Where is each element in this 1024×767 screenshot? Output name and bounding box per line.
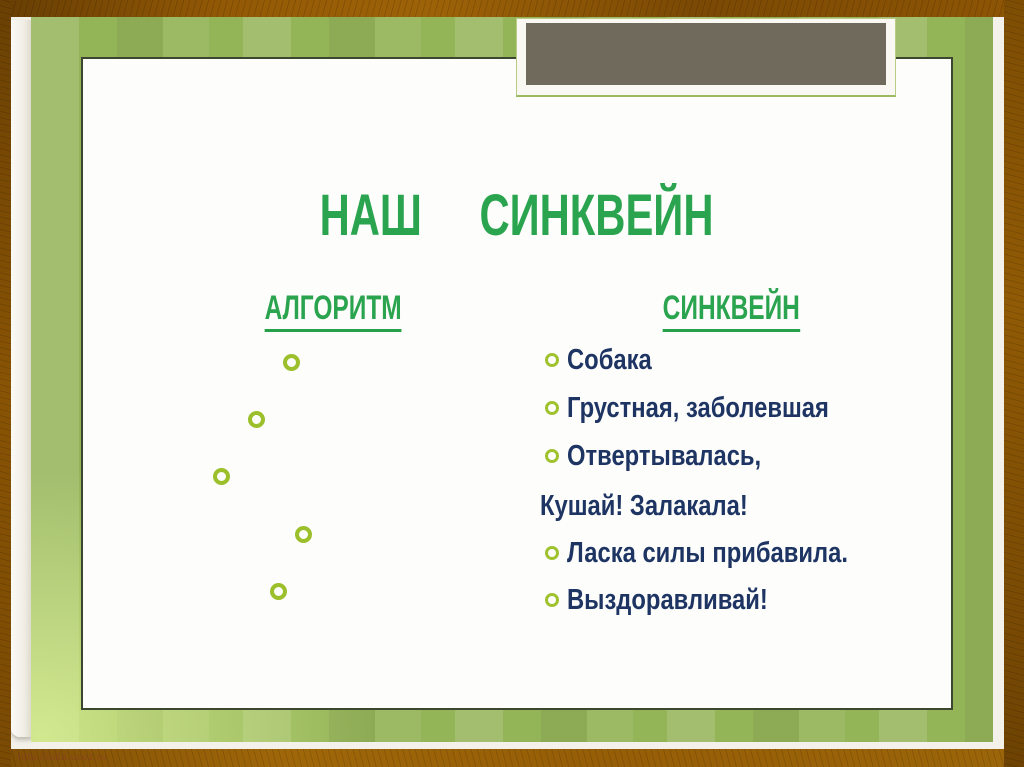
watermark-url: http://aida.ucoz.ru bbox=[18, 752, 107, 763]
paper-edge-strip bbox=[11, 20, 32, 737]
gold-frame-right bbox=[1004, 0, 1024, 767]
list-bullet-icon bbox=[545, 353, 559, 367]
header-tab-bar bbox=[526, 23, 886, 85]
algorithm-bullet-circle bbox=[295, 526, 312, 543]
list-item-text: Ласка силы прибавила. bbox=[567, 537, 848, 569]
list-bullet-icon bbox=[545, 593, 559, 607]
list-item-text: Собака bbox=[567, 344, 652, 376]
list-item-text: Выздоравливай! bbox=[567, 584, 768, 616]
list-bullet-icon bbox=[545, 401, 559, 415]
algorithm-bullet-circle bbox=[283, 354, 300, 371]
gold-frame-left bbox=[0, 0, 11, 767]
algorithm-bullet-circle bbox=[248, 411, 265, 428]
list-item-text: Кушай! Залакала! bbox=[540, 490, 748, 522]
list-bullet-icon bbox=[545, 449, 559, 463]
list-bullet-icon bbox=[545, 546, 559, 560]
gold-frame-top bbox=[0, 0, 1024, 17]
algorithm-bullet-circle bbox=[213, 468, 230, 485]
title-word-2: СИНКВЕЙН bbox=[479, 183, 714, 248]
list-item-text: Грустная, заболевшая bbox=[567, 392, 829, 424]
title-word-1: НАШ bbox=[320, 183, 423, 248]
right-column-header: СИНКВЕЙН bbox=[581, 289, 881, 332]
header-tab bbox=[516, 18, 896, 97]
gold-frame-bottom bbox=[0, 749, 1024, 767]
left-column-header: АЛГОРИТМ bbox=[183, 289, 483, 332]
slide-card: НАШ СИНКВЕЙН АЛГОРИТМ СИНКВЕЙН Собака Гру… bbox=[81, 57, 953, 710]
list-item-text: Отвертывалась, bbox=[567, 440, 762, 472]
slide-title: НАШ СИНКВЕЙН bbox=[83, 187, 951, 245]
algorithm-bullet-circle bbox=[270, 583, 287, 600]
